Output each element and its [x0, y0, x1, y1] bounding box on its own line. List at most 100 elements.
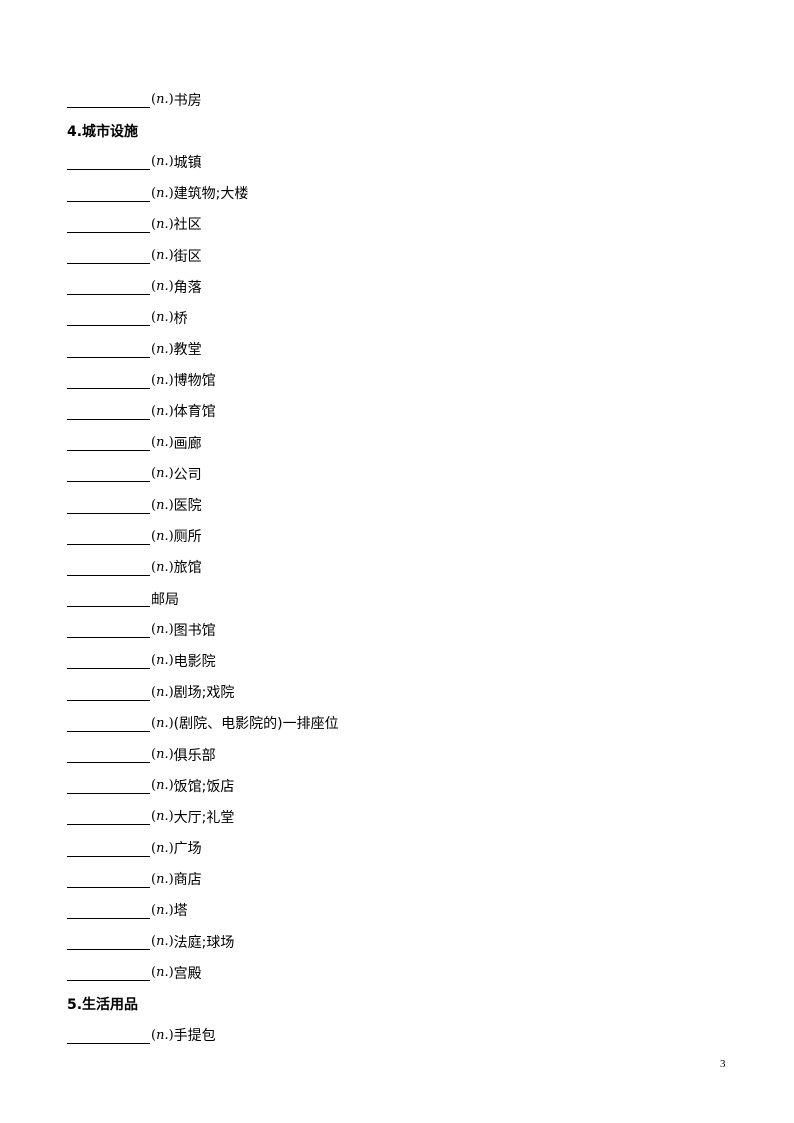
answer-blank[interactable] — [67, 715, 150, 732]
part-of-speech: (n.) — [151, 216, 174, 232]
part-of-speech: (n.) — [151, 934, 174, 950]
part-of-speech: (n.) — [151, 341, 174, 357]
answer-blank[interactable] — [67, 559, 150, 576]
meaning: 剧场;戏院 — [173, 685, 235, 702]
vocab-item: (n.) 厕所 — [67, 521, 339, 552]
section-heading: 4.城市设施 — [67, 123, 139, 140]
meaning: 厕所 — [173, 529, 202, 546]
part-of-speech-text: n. — [156, 466, 169, 482]
part-of-speech-text: n. — [156, 684, 169, 700]
meaning: 社区 — [173, 217, 202, 234]
part-of-speech: (n.) — [151, 778, 174, 794]
part-of-speech: (n.) — [151, 559, 174, 575]
vocab-item: (n.) 剧场;戏院 — [67, 677, 339, 708]
part-of-speech-text: n. — [156, 934, 169, 950]
meaning: 书房 — [173, 92, 202, 109]
part-of-speech-text: n. — [156, 747, 169, 763]
part-of-speech: (n.) — [151, 1027, 174, 1043]
vocab-item: (n.) 塔 — [67, 895, 339, 926]
answer-blank[interactable] — [67, 652, 150, 670]
meaning: 塔 — [173, 903, 188, 920]
answer-blank[interactable] — [67, 902, 150, 919]
vocabulary-list: (n.) 书房 4.城市设施 (n.) 城镇 (n.) 建筑物;大楼 (n.) 社区 (n.) 街区… — [67, 84, 339, 1051]
part-of-speech-text: n. — [156, 1027, 169, 1043]
answer-blank[interactable] — [67, 964, 150, 982]
part-of-speech-text: n. — [156, 840, 169, 856]
answer-blank[interactable] — [67, 1027, 150, 1044]
answer-blank[interactable] — [67, 777, 150, 795]
answer-blank[interactable] — [67, 808, 150, 826]
meaning: 电影院 — [173, 653, 216, 670]
vocab-item: (n.) 街区 — [67, 240, 339, 271]
answer-blank[interactable] — [67, 933, 150, 951]
meaning: 图书馆 — [173, 622, 216, 639]
answer-blank[interactable] — [67, 372, 150, 389]
vocab-item: (n.) 图书馆 — [67, 614, 339, 645]
answer-blank[interactable] — [67, 341, 150, 358]
part-of-speech: (n.) — [151, 466, 174, 482]
part-of-speech-text: n. — [156, 871, 169, 887]
answer-blank[interactable] — [67, 871, 150, 888]
part-of-speech-text: n. — [156, 372, 169, 388]
part-of-speech-text: n. — [156, 778, 169, 794]
answer-blank[interactable] — [67, 403, 150, 420]
vocab-item: (n.) 手提包 — [67, 1020, 339, 1051]
part-of-speech-text: n. — [156, 403, 169, 419]
answer-blank[interactable] — [67, 247, 150, 265]
answer-blank[interactable] — [67, 91, 150, 109]
answer-blank[interactable] — [67, 746, 150, 764]
answer-blank[interactable] — [67, 621, 150, 639]
part-of-speech-text: n. — [156, 92, 169, 108]
answer-blank[interactable] — [67, 465, 150, 483]
part-of-speech: (n.) — [151, 435, 174, 451]
part-of-speech-text: n. — [156, 435, 169, 451]
meaning: 城镇 — [173, 154, 202, 171]
part-of-speech: (n.) — [151, 840, 174, 856]
meaning: 街区 — [173, 248, 202, 265]
meaning: 医院 — [173, 498, 202, 515]
part-of-speech: (n.) — [151, 92, 174, 108]
vocab-item: (n.) 桥 — [67, 302, 339, 333]
answer-blank[interactable] — [67, 185, 150, 202]
meaning: 桥 — [173, 310, 188, 327]
meaning: 角落 — [173, 279, 202, 296]
part-of-speech: (n.) — [151, 653, 174, 669]
part-of-speech: (n.) — [151, 622, 174, 638]
part-of-speech: (n.) — [151, 965, 174, 981]
part-of-speech: (n.) — [151, 809, 174, 825]
part-of-speech-text: n. — [156, 279, 169, 295]
answer-blank[interactable] — [67, 278, 150, 296]
vocab-item: (n.) 博物馆 — [67, 365, 339, 396]
answer-blank[interactable] — [67, 216, 150, 233]
answer-blank[interactable] — [67, 309, 150, 327]
part-of-speech: (n.) — [151, 715, 174, 731]
part-of-speech-text: n. — [156, 341, 169, 357]
part-of-speech: (n.) — [151, 902, 174, 918]
meaning: 建筑物;大楼 — [173, 186, 249, 203]
part-of-speech-text: n. — [156, 622, 169, 638]
part-of-speech: (n.) — [151, 747, 174, 763]
meaning: 手提包 — [173, 1028, 216, 1045]
answer-blank[interactable] — [67, 434, 150, 452]
part-of-speech-text: n. — [156, 185, 169, 201]
part-of-speech-text: n. — [156, 497, 169, 513]
meaning: 法庭;球场 — [173, 934, 235, 951]
part-of-speech-text: n. — [156, 154, 169, 170]
answer-blank[interactable] — [67, 840, 150, 857]
part-of-speech: (n.) — [151, 684, 174, 700]
answer-blank[interactable] — [67, 684, 150, 701]
answer-blank[interactable] — [67, 590, 150, 608]
meaning: 大厅;礼堂 — [173, 809, 235, 826]
part-of-speech-text: n. — [156, 216, 169, 232]
answer-blank[interactable] — [67, 497, 150, 514]
vocab-item: (n.) 角落 — [67, 271, 339, 302]
vocab-item: (n.) 社区 — [67, 209, 339, 240]
meaning: 邮局 — [151, 591, 179, 608]
part-of-speech-text: n. — [156, 965, 169, 981]
answer-blank[interactable] — [67, 153, 150, 171]
answer-blank[interactable] — [67, 528, 150, 545]
vocab-item: (n.) 教堂 — [67, 334, 339, 365]
vocab-item: (n.) 商店 — [67, 864, 339, 895]
meaning: 博物馆 — [173, 373, 216, 390]
part-of-speech-text: n. — [156, 653, 169, 669]
